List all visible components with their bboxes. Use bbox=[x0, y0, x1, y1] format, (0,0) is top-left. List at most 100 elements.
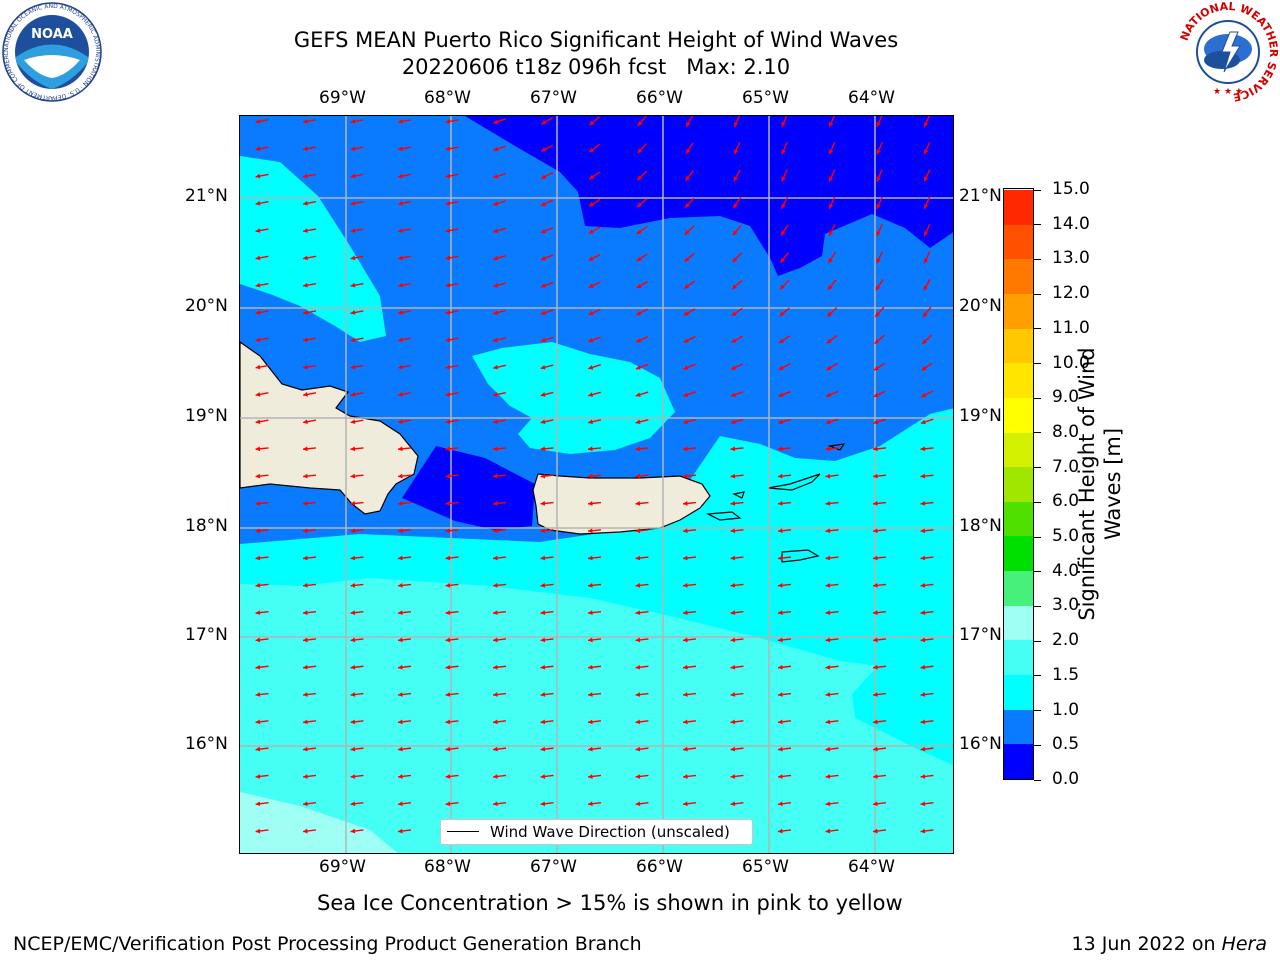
wave-direction-arrowhead bbox=[920, 828, 926, 834]
wave-direction-arrowhead bbox=[303, 473, 308, 479]
wave-direction-arrowhead bbox=[778, 555, 783, 561]
wave-direction-arrowhead bbox=[445, 582, 451, 588]
colorbar-segment bbox=[1004, 605, 1033, 641]
chart-title: GEFS MEAN Puerto Rico Significant Height… bbox=[293, 28, 899, 52]
wave-direction-arrowhead bbox=[398, 119, 403, 124]
wave-direction-arrowhead bbox=[350, 528, 356, 534]
wave-direction-arrowhead bbox=[873, 801, 878, 807]
colorbar-segment bbox=[1004, 743, 1033, 779]
wave-direction-arrowhead bbox=[685, 148, 691, 154]
wave-direction-arrowhead bbox=[303, 419, 308, 425]
wave-direction-arrowhead bbox=[493, 146, 499, 152]
wave-direction-arrowhead bbox=[540, 555, 546, 561]
colorbar-segment bbox=[1004, 258, 1033, 294]
wave-direction-arrowhead bbox=[731, 365, 737, 370]
wave-direction-arrowhead bbox=[730, 501, 736, 506]
wave-direction-arrowhead bbox=[686, 121, 691, 127]
wave-direction-arrowhead bbox=[730, 774, 736, 779]
wave-direction-arrowhead bbox=[683, 610, 688, 616]
wave-direction-arrowhead bbox=[255, 528, 261, 534]
wave-direction-arrowhead bbox=[493, 446, 498, 452]
wave-direction-arrowhead bbox=[778, 692, 783, 697]
wave-direction-arrowhead bbox=[825, 446, 831, 452]
colorbar-segment bbox=[1004, 362, 1033, 398]
wave-direction-arrowhead bbox=[398, 173, 403, 179]
footer-date: 13 Jun 2022 on Hera bbox=[1072, 933, 1267, 955]
wave-direction-arrowhead bbox=[730, 801, 736, 807]
noaa-logo: NATIONAL OCEANIC AND ATMOSPHERIC ADMINIS… bbox=[2, 2, 102, 102]
colorbar-tick-label: 5.0 bbox=[1052, 526, 1080, 547]
wave-direction-arrowhead bbox=[730, 446, 736, 452]
wave-direction-arrowhead bbox=[303, 746, 308, 752]
wave-direction-arrowhead bbox=[825, 582, 831, 588]
wave-direction-arrowhead bbox=[303, 446, 308, 452]
colorbar-tick-mark bbox=[1034, 710, 1041, 712]
wave-direction-arrowhead bbox=[828, 121, 834, 127]
wave-direction-arrowhead bbox=[683, 582, 688, 588]
wave-direction-arrowhead bbox=[255, 310, 261, 315]
wave-direction-arrowhead bbox=[445, 664, 451, 670]
wave-direction-arrowhead bbox=[589, 202, 595, 207]
wave-direction-arrowhead bbox=[825, 746, 831, 752]
colorbar-tick-label: 15.0 bbox=[1052, 179, 1090, 199]
wave-direction-arrowhead bbox=[920, 610, 926, 616]
wave-direction-arrowhead bbox=[873, 501, 878, 506]
wave-direction-arrowhead bbox=[303, 828, 308, 834]
wave-direction-arrowhead bbox=[398, 828, 403, 834]
wave-direction-arrowhead bbox=[828, 257, 833, 263]
colorbar-tick-mark bbox=[1034, 328, 1041, 330]
wave-direction-arrowhead bbox=[350, 310, 356, 315]
wave-direction-arrowhead bbox=[778, 610, 783, 616]
lon-label-top: 68°W bbox=[424, 88, 471, 108]
wave-direction-arrowhead bbox=[588, 692, 593, 697]
wave-direction-arrowhead bbox=[589, 147, 595, 153]
wave-direction-arrowhead bbox=[493, 555, 498, 561]
wave-band-1.0-1.5 bbox=[852, 656, 953, 766]
wave-direction-arrowhead bbox=[778, 774, 783, 779]
wave-direction-arrowhead bbox=[540, 582, 546, 588]
wave-direction-arrowhead bbox=[920, 582, 926, 588]
wave-direction-arrowhead bbox=[683, 338, 689, 343]
wave-direction-arrowhead bbox=[255, 774, 261, 779]
wave-direction-arrowhead bbox=[874, 338, 880, 344]
wave-direction-arrowhead bbox=[635, 746, 641, 752]
wave-height-map bbox=[239, 115, 954, 854]
wave-direction-arrowhead bbox=[303, 664, 308, 670]
wave-direction-arrowhead bbox=[255, 200, 261, 206]
wave-direction-arrowhead bbox=[398, 501, 403, 506]
wave-direction-arrowhead bbox=[876, 121, 881, 127]
colorbar-segment bbox=[1004, 432, 1033, 468]
wave-direction-arrowhead bbox=[493, 419, 498, 425]
wave-direction-arrowhead bbox=[398, 200, 403, 206]
colorbar-tick-mark bbox=[1034, 779, 1041, 781]
wave-direction-arrowhead bbox=[445, 801, 451, 807]
wave-direction-arrowhead bbox=[303, 392, 308, 397]
wave-direction-arrowhead bbox=[778, 801, 783, 807]
colorbar-tick-label: 8.0 bbox=[1052, 421, 1080, 442]
colorbar-tick-mark bbox=[1034, 432, 1041, 434]
wave-direction-arrowhead bbox=[255, 146, 261, 152]
wave-direction-arrowhead bbox=[781, 149, 786, 155]
wave-direction-arrowhead bbox=[350, 419, 356, 425]
wave-band-0.0-0.5 bbox=[402, 446, 535, 530]
wave-direction-arrowhead bbox=[921, 365, 927, 371]
colorbar-tick-mark bbox=[1034, 363, 1041, 365]
wave-direction-arrowhead bbox=[873, 746, 878, 752]
wave-direction-arrowhead bbox=[350, 501, 356, 506]
wave-direction-arrowhead bbox=[398, 337, 403, 343]
wave-direction-arrowhead bbox=[540, 692, 546, 697]
wave-direction-arrowhead bbox=[350, 610, 356, 616]
wave-direction-arrowhead bbox=[683, 664, 688, 670]
wave-direction-arrowhead bbox=[778, 528, 783, 534]
wave-direction-arrowhead bbox=[493, 473, 498, 479]
legend-label: Wind Wave Direction (unscaled) bbox=[490, 823, 730, 841]
wave-direction-arrowhead bbox=[398, 228, 403, 233]
colorbar-segment bbox=[1004, 397, 1033, 433]
wave-direction-arrowhead bbox=[255, 746, 261, 752]
colorbar-segment bbox=[1004, 709, 1033, 745]
wave-direction-arrowhead bbox=[350, 719, 356, 725]
wave-direction-arrowhead bbox=[635, 692, 641, 697]
colorbar-tick-mark bbox=[1034, 640, 1041, 642]
wave-direction-arrowhead bbox=[635, 774, 641, 779]
wave-direction-arrowhead bbox=[781, 203, 786, 209]
